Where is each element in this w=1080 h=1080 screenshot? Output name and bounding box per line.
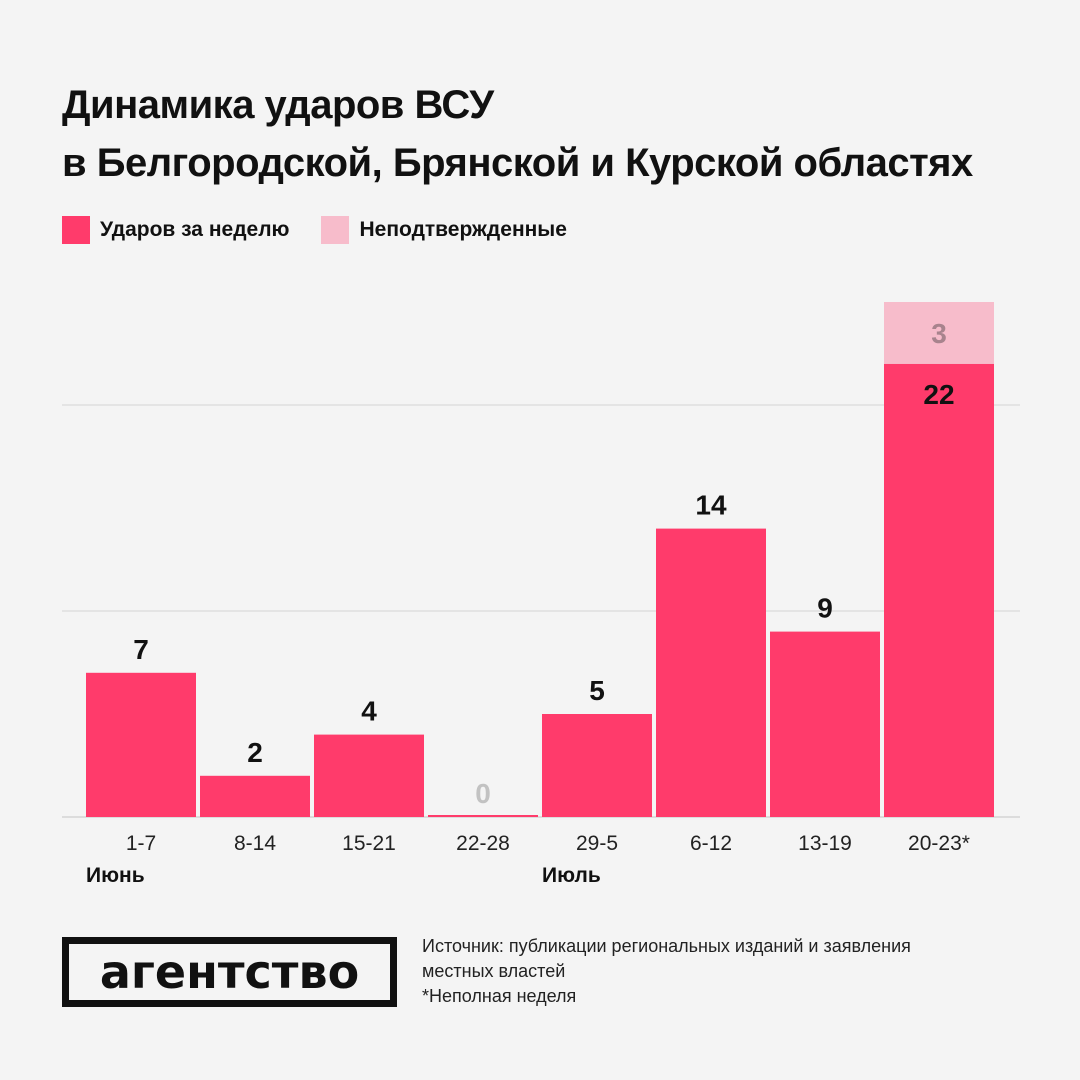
data-label-unconfirmed: 3: [931, 318, 947, 349]
x-tick-label: 13-19: [798, 832, 852, 855]
bar-confirmed: [884, 363, 994, 817]
legend-item-unconfirmed: Неподтвержденные: [321, 216, 567, 244]
data-label: 0: [475, 778, 491, 809]
x-tick-label: 20-23*: [908, 832, 970, 855]
x-tick-label: 29-5: [576, 832, 618, 855]
x-tick-label: 8-14: [234, 832, 276, 855]
bar-confirmed: [86, 672, 196, 817]
data-label: 22: [923, 379, 954, 410]
bar-confirmed: [770, 631, 880, 817]
legend-swatch-confirmed: [62, 216, 90, 244]
bar-confirmed: [428, 815, 538, 817]
incomplete-week-note: *Неполная неделя: [422, 986, 577, 1006]
data-label: 9: [817, 593, 833, 624]
legend-item-confirmed: Ударов за неделю: [62, 216, 289, 244]
chart-title: Динамика ударов ВСУ в Белгородской, Брян…: [62, 76, 973, 192]
bar-unconfirmed: [884, 302, 994, 364]
bar-confirmed: [542, 714, 652, 817]
bar-confirmed: [656, 528, 766, 817]
x-tick-label: 22-28: [456, 832, 510, 855]
legend-swatch-unconfirmed: [321, 216, 350, 244]
source-line-2: местных властей: [422, 961, 566, 981]
data-label: 7: [133, 634, 149, 665]
source-line-1: Источник: публикации региональных издани…: [422, 936, 911, 956]
logo-text: агентство: [99, 945, 360, 999]
legend: Ударов за неделю Неподтвержденные: [62, 216, 599, 244]
data-label: 14: [695, 490, 727, 521]
month-label-july: Июль: [542, 864, 601, 887]
month-label-june: Июнь: [86, 864, 145, 887]
data-label: 5: [589, 675, 605, 706]
legend-label-unconfirmed: Неподтвержденные: [359, 218, 567, 241]
x-tick-label: 1-7: [126, 832, 156, 855]
title-line-2: в Белгородской, Брянской и Курской облас…: [62, 141, 973, 185]
bar-chart: 7 1-7 2 8-14 4 15-21 0 22-28 5 29-5 14 6-12 9 13-19 3 2…: [62, 302, 1020, 855]
data-label: 2: [247, 737, 263, 768]
source-footnote: Источник: публикации региональных издани…: [422, 934, 1022, 1009]
data-label: 4: [361, 696, 377, 727]
x-tick-label: 6-12: [690, 832, 732, 855]
agentstvo-logo: агентство: [62, 937, 397, 1007]
bar-confirmed: [200, 775, 310, 817]
legend-label-confirmed: Ударов за неделю: [100, 218, 290, 241]
bar-confirmed: [314, 734, 424, 817]
title-line-1: Динамика ударов ВСУ: [62, 83, 494, 127]
x-tick-label: 15-21: [342, 832, 396, 855]
